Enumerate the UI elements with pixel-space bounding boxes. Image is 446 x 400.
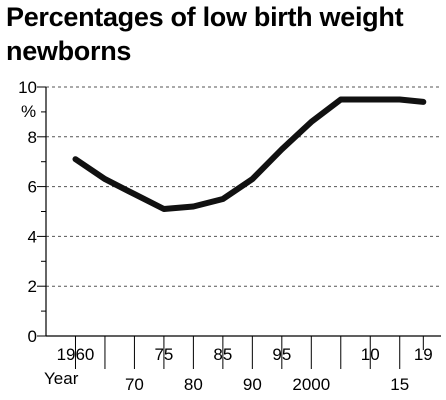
- y-tick-label: 10: [18, 78, 37, 97]
- x-tick-label: 75: [154, 345, 173, 364]
- axes: [37, 86, 441, 369]
- x-tick-label: 1960: [57, 345, 95, 364]
- x-tick-label: 10: [361, 345, 380, 364]
- x-tick-label: 90: [243, 375, 262, 394]
- y-axis-unit-label: %: [21, 102, 36, 121]
- x-tick-label: 80: [184, 375, 203, 394]
- x-tick-label: 2000: [292, 375, 330, 394]
- x-tick-label: 95: [272, 345, 291, 364]
- y-tick-label: 6: [28, 178, 37, 197]
- x-tick-label: 70: [125, 375, 144, 394]
- y-tick-label: 8: [28, 128, 37, 147]
- x-axis-label: Year: [44, 369, 79, 388]
- chart-title: Percentages of low birth weight newborns: [6, 2, 404, 66]
- y-tick-label: 4: [28, 227, 37, 246]
- x-tick-label: 15: [390, 375, 409, 394]
- x-tick-labels: 1960 75 85 95 10 19 70 80 90 2000 15: [57, 345, 433, 394]
- x-tick-label: 85: [213, 345, 232, 364]
- x-tick-label: 19: [414, 345, 433, 364]
- y-tick-label: 2: [28, 277, 37, 296]
- y-tick-label: 0: [28, 327, 37, 346]
- series-line: [72, 96, 427, 212]
- y-tick-labels: 0 2 4 6 8 10: [18, 78, 37, 346]
